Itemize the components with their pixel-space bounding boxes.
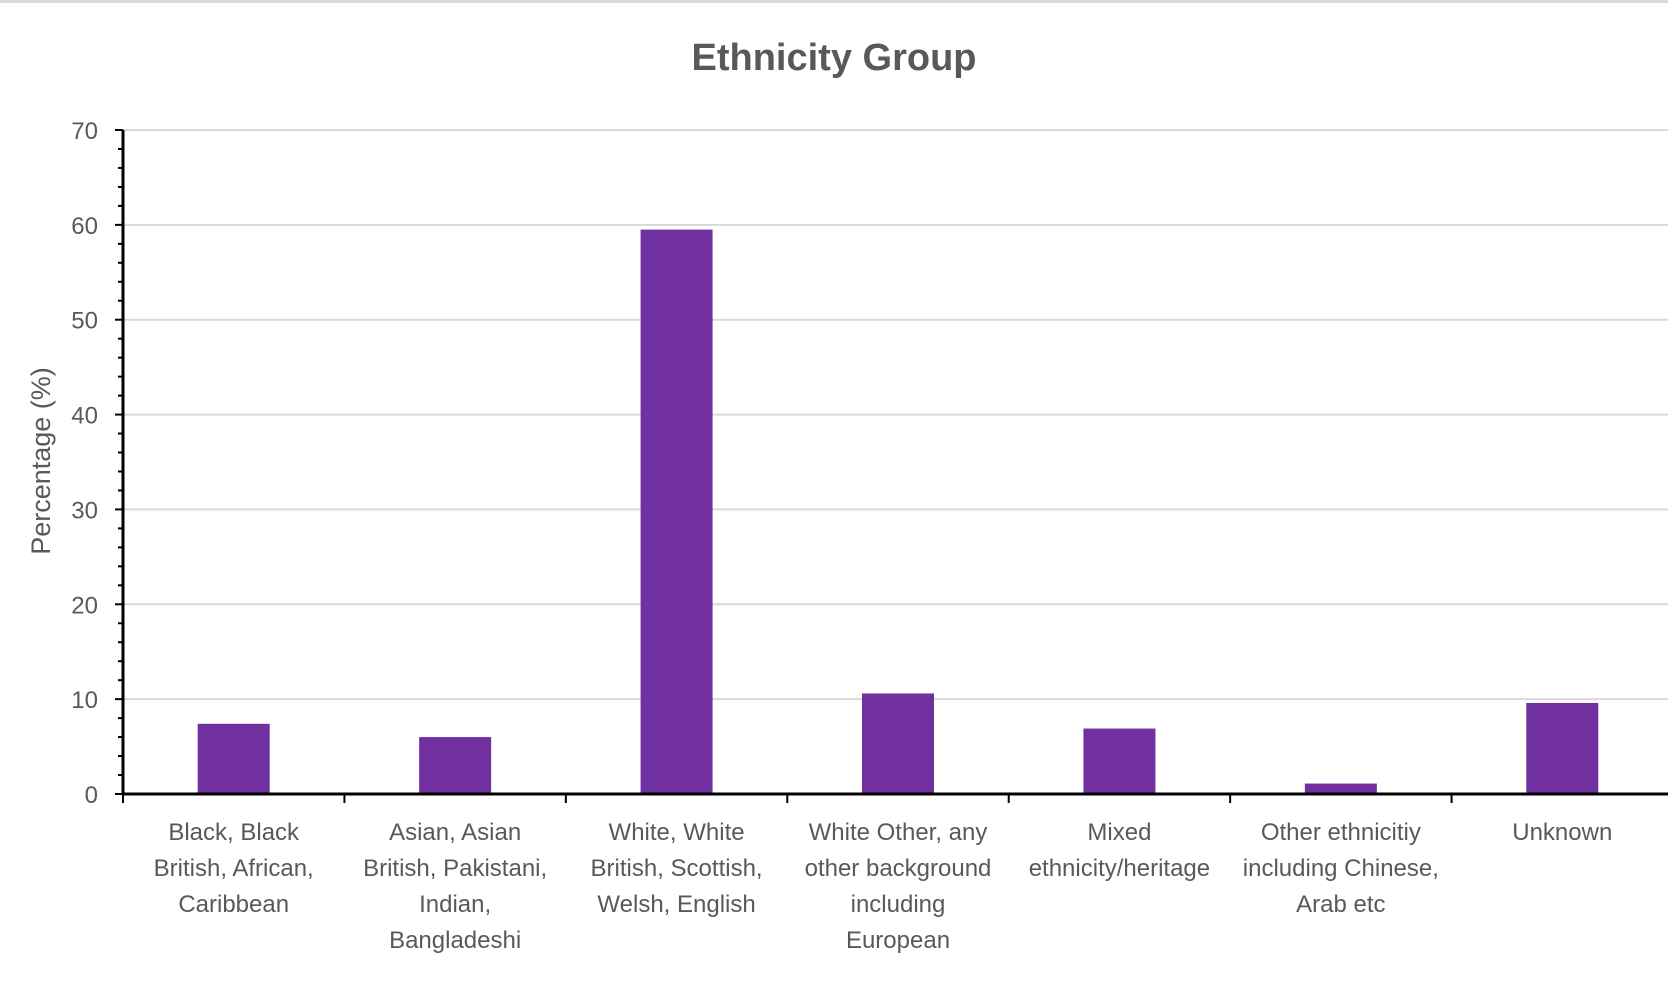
y-tick-label: 50	[71, 308, 98, 335]
y-tick-label: 40	[71, 403, 98, 430]
x-tick-label-line: Indian,	[419, 891, 491, 918]
bars	[197, 229, 1599, 795]
x-tick-label-line: other background	[805, 855, 992, 882]
y-tick-label: 10	[71, 687, 98, 714]
x-tick-label-line: White, White	[609, 819, 745, 846]
y-tick-label: 20	[71, 592, 98, 619]
x-tick-label-line: Caribbean	[178, 891, 289, 918]
bar	[1304, 783, 1377, 794]
x-tick-label-line: British, African,	[154, 855, 314, 882]
x-tick-label-line: including	[851, 891, 946, 918]
x-tick-label: Black, Black British, African, Caribbean	[154, 819, 314, 918]
x-tick-labels: Black, Black British, African, Caribbean As…	[154, 819, 1613, 954]
bar	[640, 229, 713, 795]
x-tick-label: White Other, any other background includin…	[805, 819, 992, 954]
x-tick-label: Other ethnicitiy including Chinese, Arab e…	[1243, 819, 1439, 918]
y-tick-label: 0	[85, 782, 98, 809]
x-tick-label-line: Asian, Asian	[389, 819, 521, 846]
bar	[197, 723, 270, 794]
y-tick-labels: 0 10 20 30 40 50 60 70	[71, 118, 98, 809]
x-tick-label-line: Bangladeshi	[389, 927, 521, 954]
bar	[1083, 728, 1156, 794]
x-tick-label-line: Other ethnicitiy	[1261, 819, 1421, 846]
chart-title: Ethnicity Group	[692, 37, 977, 79]
x-tick-label-line: Arab etc	[1296, 891, 1385, 918]
x-tick-label-line: Black, Black	[168, 819, 300, 846]
y-tick-label: 30	[71, 497, 98, 524]
x-tick-label-line: ethnicity/heritage	[1029, 855, 1210, 882]
x-tick-label-line: European	[846, 927, 950, 954]
x-tick-label-line: Mixed	[1087, 819, 1151, 846]
x-tick-label-line: Unknown	[1512, 819, 1612, 846]
y-tick-label: 60	[71, 213, 98, 240]
bar	[862, 693, 934, 794]
x-tick-label-line: including Chinese,	[1243, 855, 1439, 882]
x-tick-label-line: British, Pakistani,	[363, 855, 547, 882]
y-tick-label: 70	[71, 118, 98, 145]
x-tick-label: Asian, Asian British, Pakistani, Indian, Ba…	[363, 819, 547, 954]
top-border	[0, 0, 1668, 3]
bar	[419, 737, 492, 794]
gridlines	[123, 129, 1668, 701]
x-tick-label: White, White British, Scottish, Welsh, Eng…	[591, 819, 763, 918]
x-tick-label-line: White Other, any	[809, 819, 988, 846]
x-tick-label: Unknown	[1512, 819, 1612, 846]
x-tick-label-line: British, Scottish,	[591, 855, 763, 882]
x-tick-label-line: Welsh, English	[597, 891, 755, 918]
x-tick-label: Mixed ethnicity/heritage	[1029, 819, 1210, 882]
axes	[115, 129, 1668, 803]
y-axis-label: Percentage (%)	[26, 367, 56, 555]
bar	[1526, 702, 1599, 794]
